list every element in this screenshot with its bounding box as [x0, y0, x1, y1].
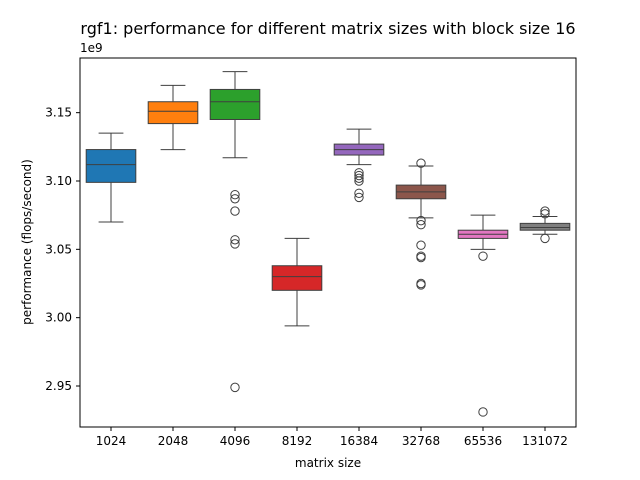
outlier-point: [416, 220, 426, 230]
x-axis-label: matrix size: [295, 456, 361, 470]
outlier-point: [416, 240, 426, 250]
outlier-point: [416, 252, 426, 263]
outlier-point: [230, 382, 240, 393]
outlier-point: [540, 206, 550, 216]
chart-title: rgf1: performance for different matrix s…: [80, 19, 575, 38]
outlier-point: [354, 188, 364, 199]
outlier-point: [478, 407, 488, 417]
outlier-point: [416, 280, 426, 290]
outlier-point: [230, 235, 240, 245]
outlier-point: [540, 209, 550, 219]
outlier-point: [230, 189, 240, 200]
y-tick-label: 3.00: [45, 311, 72, 325]
box-131072: [519, 222, 571, 231]
y-axis-label: performance (flops/second): [20, 159, 34, 325]
box-2048: [147, 101, 199, 125]
box-1024: [85, 149, 137, 183]
plot-area: 2.95 3.00 3.05 3.10 3.15 1024 2048 4096 8192 1638…: [45, 71, 571, 448]
outlier-point: [354, 176, 364, 186]
outlier-point: [416, 215, 426, 226]
outlier-point: [478, 251, 488, 261]
y-tick-label: 2.95: [45, 379, 72, 393]
box-4096: [209, 88, 261, 120]
outlier-point: [230, 206, 240, 216]
outlier-point: [354, 192, 364, 203]
outlier-point: [230, 239, 240, 249]
outlier-point: [354, 173, 364, 183]
x-tick-label: 4096: [220, 434, 251, 448]
outlier-point: [354, 170, 364, 181]
y-tick-label: 3.15: [45, 106, 72, 120]
outlier-point: [416, 158, 426, 168]
x-tick-label: 1024: [96, 434, 127, 448]
y-tick-label: 3.05: [45, 242, 72, 256]
y-tick-label: 3.10: [45, 174, 72, 188]
box-8192: [271, 265, 323, 291]
outlier-point: [540, 233, 550, 244]
outlier-point: [230, 194, 240, 204]
x-tick-label: 131072: [522, 434, 568, 448]
x-tick-label: 2048: [158, 434, 189, 448]
plot-frame: [79, 57, 577, 428]
x-tick-label: 16384: [340, 434, 378, 448]
x-tick-label: 8192: [282, 434, 313, 448]
y-offset-label: 1e9: [80, 41, 103, 55]
x-tick-label: 65536: [464, 434, 502, 448]
x-tick-label: 32768: [402, 434, 440, 448]
